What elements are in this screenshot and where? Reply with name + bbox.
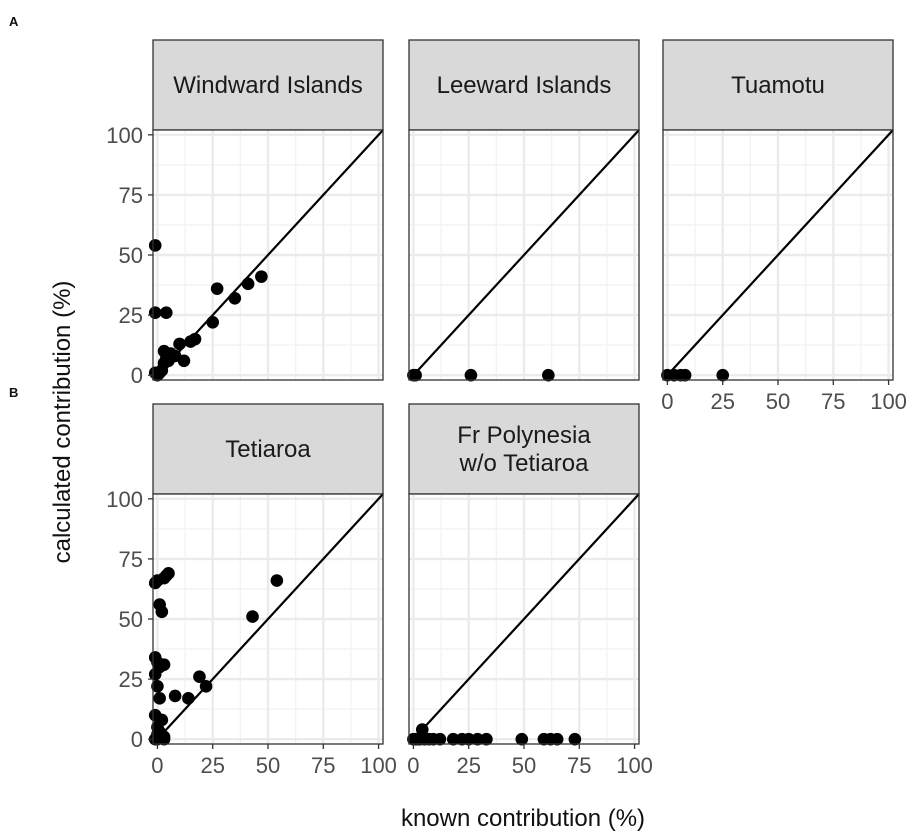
- x-tick-label: 0: [661, 389, 673, 414]
- y-tick-label: 100: [106, 123, 143, 148]
- data-point: [515, 732, 529, 746]
- data-point: [151, 680, 164, 693]
- x-tick-label: 25: [710, 389, 734, 414]
- y-tick-label: 25: [119, 667, 143, 692]
- x-tick-label: 75: [567, 753, 591, 778]
- strip-label: Tetiaroa: [225, 436, 311, 463]
- x-tick-label: 25: [456, 753, 480, 778]
- strip-label: Leeward Islands: [437, 72, 612, 99]
- data-point: [168, 689, 182, 703]
- data-point: [148, 366, 162, 380]
- x-tick-label: 75: [821, 389, 845, 414]
- y-tick-label: 25: [119, 303, 143, 328]
- data-point: [716, 368, 730, 382]
- strip-background: [152, 403, 384, 495]
- facet-panel: Windward Islands 0 25 50 75 100: [106, 39, 384, 388]
- data-point: [157, 732, 171, 746]
- y-tick-label: 100: [106, 487, 143, 512]
- data-point: [155, 713, 169, 727]
- data-point: [464, 368, 478, 382]
- data-point: [148, 239, 162, 252]
- strip-background: [408, 39, 640, 131]
- data-point: [159, 306, 173, 319]
- data-point: [162, 567, 175, 580]
- x-tick-label: 100: [616, 753, 653, 778]
- x-tick-label: 100: [870, 389, 907, 414]
- y-axis-title: calculated contribution (%): [49, 281, 76, 564]
- data-point: [182, 692, 195, 705]
- y-tick-label: 50: [119, 607, 143, 632]
- data-point: [433, 732, 447, 746]
- data-point: [550, 732, 564, 746]
- identity-line: [662, 129, 894, 381]
- y-tick-label: 50: [119, 243, 143, 268]
- identity-line: [408, 493, 640, 745]
- strip-background: [152, 39, 384, 131]
- data-point: [188, 332, 202, 346]
- data-point: [241, 277, 255, 291]
- strip-label: Tuamotu: [731, 72, 825, 99]
- x-tick-label: 100: [360, 753, 397, 778]
- facet-panel: Leeward Islands: [407, 39, 640, 382]
- y-tick-label: 75: [119, 547, 143, 572]
- data-point: [199, 680, 213, 693]
- data-point: [462, 732, 476, 746]
- x-tick-label: 0: [151, 753, 163, 778]
- data-point: [210, 282, 224, 295]
- identity-line: [408, 129, 640, 381]
- data-point: [173, 337, 186, 351]
- data-point: [678, 368, 692, 382]
- strip-background: [408, 403, 640, 495]
- data-point: [415, 723, 429, 736]
- data-point: [157, 658, 171, 671]
- data-point: [148, 306, 162, 319]
- data-point: [193, 670, 206, 683]
- data-point: [246, 610, 259, 623]
- panel-letter-a: A: [9, 14, 19, 29]
- x-tick-label: 75: [311, 753, 335, 778]
- data-point: [206, 316, 220, 329]
- data-point: [480, 732, 493, 746]
- y-tick-label: 75: [119, 183, 143, 208]
- x-tick-label: 50: [766, 389, 790, 414]
- facet-panel: Tetiaroa 0 25 50 75 100 0 25 50 75 100: [106, 403, 397, 778]
- y-tick-label: 0: [131, 727, 143, 752]
- x-axis-title: known contribution (%): [401, 805, 645, 832]
- data-point: [409, 368, 422, 382]
- panel-letter-b: B: [9, 385, 18, 400]
- x-tick-label: 50: [256, 753, 280, 778]
- x-tick-label: 0: [407, 753, 419, 778]
- data-point: [153, 692, 166, 705]
- facet-panel: Tuamotu 0 25 50 75 100: [661, 39, 907, 414]
- y-tick-label: 0: [131, 363, 143, 388]
- x-tick-label: 50: [512, 753, 536, 778]
- data-point: [270, 574, 284, 587]
- data-point: [155, 605, 169, 619]
- panel-border: [408, 129, 640, 381]
- strip-label: Windward Islands: [173, 72, 362, 99]
- data-point: [568, 732, 582, 746]
- data-point: [177, 354, 191, 368]
- strip-label: w/o Tetiaroa: [459, 450, 590, 477]
- strip-background: [662, 39, 894, 131]
- x-tick-label: 25: [200, 753, 224, 778]
- data-point: [471, 732, 484, 746]
- data-point: [255, 270, 268, 283]
- facet-panels: Windward Islands 0 25 50 75 100 Leeward Island…: [106, 39, 907, 778]
- data-point: [446, 732, 460, 746]
- data-point: [542, 368, 555, 382]
- data-point: [228, 291, 242, 305]
- strip-label: Fr Polynesia: [457, 422, 591, 449]
- data-point: [148, 667, 162, 681]
